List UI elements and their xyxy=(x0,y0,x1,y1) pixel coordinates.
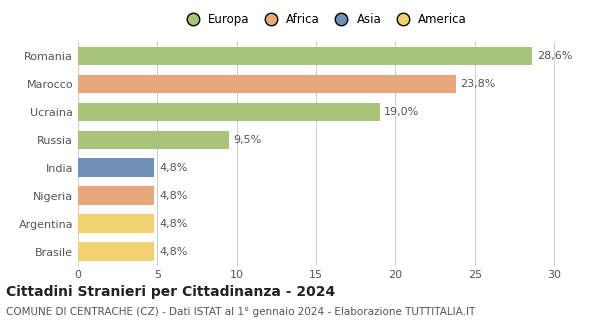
Text: 28,6%: 28,6% xyxy=(536,51,572,60)
Bar xyxy=(78,102,380,121)
Text: 4,8%: 4,8% xyxy=(159,163,187,172)
Legend: Europa, Africa, Asia, America: Europa, Africa, Asia, America xyxy=(176,9,472,31)
Text: 4,8%: 4,8% xyxy=(159,191,187,201)
Text: 9,5%: 9,5% xyxy=(233,135,262,145)
Text: COMUNE DI CENTRACHE (CZ) - Dati ISTAT al 1° gennaio 2024 - Elaborazione TUTTITAL: COMUNE DI CENTRACHE (CZ) - Dati ISTAT al… xyxy=(6,307,475,317)
Bar xyxy=(78,187,154,205)
Text: 4,8%: 4,8% xyxy=(159,219,187,228)
Bar xyxy=(78,158,154,177)
Text: Cittadini Stranieri per Cittadinanza - 2024: Cittadini Stranieri per Cittadinanza - 2… xyxy=(6,285,335,299)
Text: 4,8%: 4,8% xyxy=(159,247,187,257)
Bar xyxy=(78,214,154,233)
Bar xyxy=(78,131,229,149)
Bar xyxy=(78,243,154,261)
Bar xyxy=(78,75,456,93)
Text: 19,0%: 19,0% xyxy=(385,107,419,116)
Bar xyxy=(78,46,532,65)
Text: 23,8%: 23,8% xyxy=(460,79,496,89)
